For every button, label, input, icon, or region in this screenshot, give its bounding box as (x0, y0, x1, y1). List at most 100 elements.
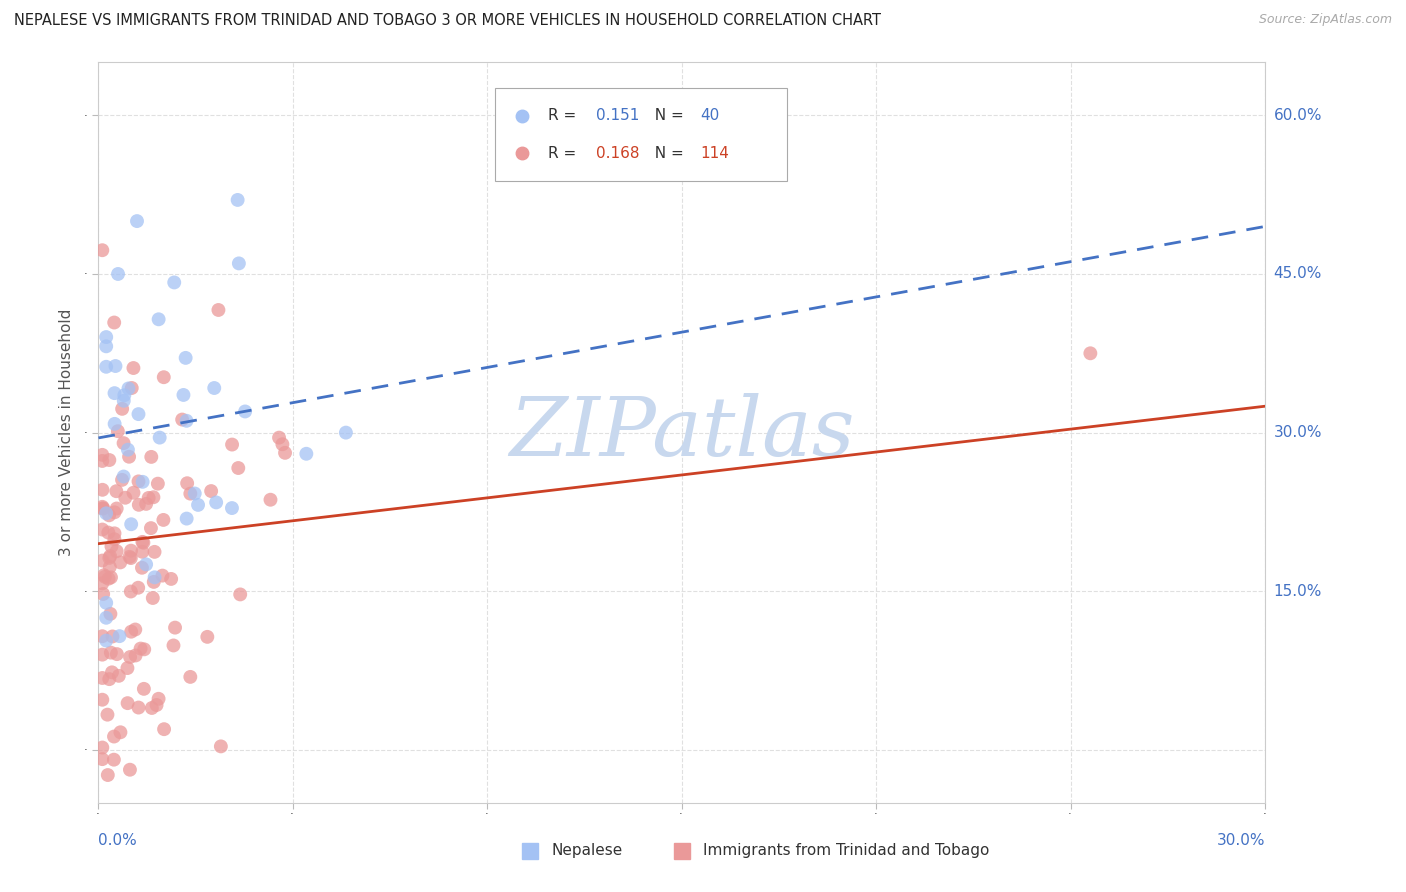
Point (91, 483, 114, 497)
Text: ZIPatlas: ZIPatlas (509, 392, 855, 473)
Text: Nepalese: Nepalese (551, 844, 623, 858)
Point (100, 607, 122, 621)
Point (226, 461, 249, 475)
Point (221, 501, 243, 516)
Point (121, 381, 143, 395)
Point (98, 549, 121, 564)
Point (124, 623, 146, 637)
Point (107, 424, 129, 438)
Text: 114: 114 (700, 146, 730, 161)
Point (112, 393, 135, 408)
Point (172, 388, 194, 402)
Point (143, 570, 166, 584)
Point (96, 339, 118, 353)
Point (138, 491, 160, 505)
Point (131, 475, 153, 489)
Point (221, 437, 243, 451)
Point (112, 469, 135, 483)
Point (176, 511, 198, 525)
Point (91, 576, 114, 591)
Text: 0.151: 0.151 (596, 109, 638, 123)
Point (117, 696, 139, 710)
Point (207, 303, 229, 318)
Point (163, 276, 186, 290)
Point (172, 412, 194, 426)
Point (101, 665, 124, 680)
Point (103, 533, 125, 547)
Text: N =: N = (644, 109, 688, 123)
Point (118, 450, 141, 464)
Point (103, 316, 125, 330)
Point (91, 587, 114, 601)
Point (105, 647, 128, 661)
Point (98, 550, 121, 565)
FancyBboxPatch shape (495, 88, 787, 181)
Point (93, 501, 115, 516)
Point (96, 707, 118, 722)
Point (112, 436, 135, 450)
Text: N =: N = (644, 146, 688, 161)
Point (233, 404, 256, 418)
Point (91, 740, 114, 755)
Point (120, 543, 142, 558)
Point (97, 572, 120, 586)
Point (179, 670, 201, 684)
Point (110, 725, 132, 739)
Point (108, 629, 131, 643)
Point (132, 681, 155, 696)
Y-axis label: 3 or more Vehicles in Household: 3 or more Vehicles in Household (59, 309, 73, 557)
Point (135, 497, 157, 511)
Point (142, 591, 165, 605)
Point (91, 629, 114, 643)
Text: Source: ZipAtlas.com: Source: ZipAtlas.com (1258, 13, 1392, 27)
Point (98, 560, 121, 574)
Text: R =: R = (548, 146, 581, 161)
Point (134, 642, 156, 657)
Point (127, 581, 149, 595)
Point (148, 312, 170, 326)
Point (117, 661, 139, 675)
Point (122, 361, 145, 376)
Point (295, 447, 318, 461)
Point (131, 534, 153, 549)
Point (160, 572, 183, 586)
Point (1080, 346, 1102, 360)
Point (202, 381, 225, 395)
Text: 60.0%: 60.0% (1274, 108, 1322, 123)
Point (105, 501, 128, 516)
Point (103, 505, 125, 519)
Point (91, 244, 114, 258)
Point (152, 568, 174, 582)
Point (103, 526, 125, 541)
Point (97, 768, 120, 782)
Point (120, 584, 142, 599)
Point (93, 568, 115, 582)
Point (132, 535, 155, 549)
Point (148, 691, 170, 706)
Text: 30.0%: 30.0% (1274, 425, 1322, 440)
Text: 0.168: 0.168 (596, 146, 640, 161)
Point (127, 407, 149, 421)
Point (271, 437, 294, 451)
Point (118, 549, 141, 564)
Point (91, 501, 114, 516)
Point (131, 545, 153, 559)
Point (103, 753, 125, 767)
Point (120, 650, 142, 665)
Point (149, 431, 172, 445)
Point (91, 752, 114, 766)
Point (125, 214, 148, 228)
Point (152, 370, 174, 384)
Text: NEPALESE VS IMMIGRANTS FROM TRINIDAD AND TOBAGO 3 OR MORE VEHICLES IN HOUSEHOLD : NEPALESE VS IMMIGRANTS FROM TRINIDAD AND… (14, 13, 882, 29)
Point (274, 446, 297, 460)
Point (135, 558, 157, 572)
Point (96, 359, 118, 374)
Point (226, 193, 249, 207)
Point (228, 256, 250, 270)
Point (143, 545, 166, 559)
Point (110, 556, 132, 570)
Point (141, 701, 163, 715)
Point (120, 517, 142, 532)
Point (91, 692, 114, 706)
Point (122, 485, 145, 500)
